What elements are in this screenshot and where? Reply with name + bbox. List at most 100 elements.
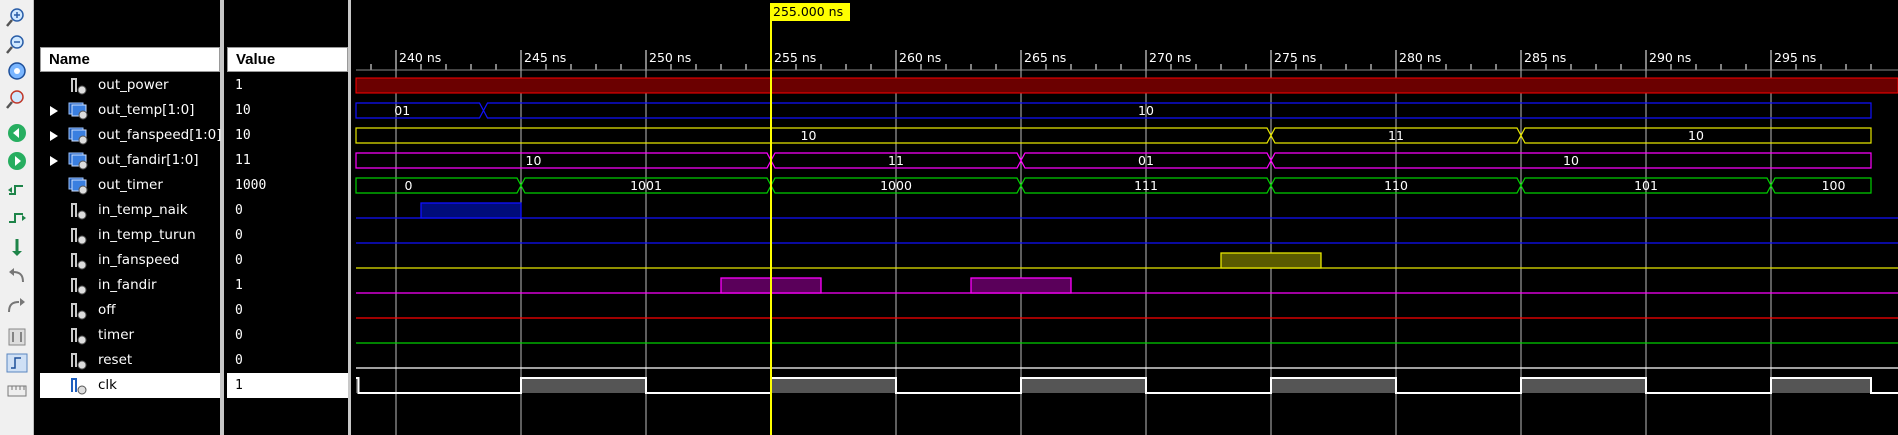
previous-transition-icon[interactable] <box>5 178 29 200</box>
bit-signal-icon <box>68 376 90 395</box>
signal-row[interactable]: clk <box>40 373 220 398</box>
zoom-in-icon[interactable] <box>5 6 29 28</box>
signal-value: 0 <box>235 328 243 343</box>
add-marker-icon[interactable] <box>5 236 29 258</box>
bus-segment <box>355 102 485 119</box>
waveform-canvas[interactable]: 240 ns 245 ns 250 ns 255 ns 260 ns 265 ns 270 … <box>351 0 1898 435</box>
ruler-label: 250 ns <box>649 50 691 65</box>
signal-name: off <box>98 302 116 318</box>
previous-marker-icon[interactable] <box>5 264 29 286</box>
bus-value-label: 0 <box>405 178 413 193</box>
ruler-label: 245 ns <box>524 50 566 65</box>
signal-name: timer <box>98 327 135 343</box>
go-to-start-icon[interactable] <box>5 122 29 144</box>
expand-arrow-icon[interactable] <box>48 123 60 148</box>
signal-row[interactable]: out_timer <box>40 173 220 198</box>
pane-divider[interactable] <box>220 0 224 435</box>
signal-value-pane: Value 1 10 10 11 1000 0 0 0 1 0 0 0 1 <box>224 0 348 435</box>
clock-high-fill <box>521 378 646 393</box>
signal-name: in_fandir <box>98 277 157 293</box>
signal-value: 1000 <box>235 178 267 193</box>
clock-high-fill <box>1271 378 1396 393</box>
name-column-header[interactable]: Name <box>40 47 220 72</box>
signal-row[interactable]: reset <box>40 348 220 373</box>
signal-value: 10 <box>235 128 251 143</box>
bus-segment <box>1770 177 1872 194</box>
bus-segment <box>355 152 772 169</box>
bus-value-label: 101 <box>1634 178 1658 193</box>
next-marker-icon[interactable] <box>5 294 29 316</box>
ruler-label: 275 ns <box>1274 50 1316 65</box>
bit-signal-icon <box>68 251 90 270</box>
bus-segment <box>1270 152 1872 169</box>
signal-value: 0 <box>235 253 243 268</box>
bit-signal-icon <box>68 351 90 370</box>
signal-row[interactable]: in_temp_turun <box>40 223 220 248</box>
bus-value-label: 01 <box>1138 153 1154 168</box>
signal-value: 11 <box>235 153 251 168</box>
signal-value: 0 <box>235 303 243 318</box>
signal-row[interactable]: in_temp_naik <box>40 198 220 223</box>
floating-ruler-icon[interactable] <box>5 380 29 402</box>
waveform-high <box>355 77 1898 94</box>
signal-value: 10 <box>235 103 251 118</box>
bus-value-label: 10 <box>1138 103 1154 118</box>
bus-value-label: 10 <box>526 153 542 168</box>
zoom-out-icon[interactable] <box>5 33 29 55</box>
cursor-time-label: 255.000 ns <box>773 4 843 19</box>
signal-name: reset <box>98 352 133 368</box>
signal-row[interactable]: off <box>40 298 220 323</box>
cursor-time-badge[interactable] <box>770 3 850 21</box>
signal-value: 0 <box>235 353 243 368</box>
bus-value-label: 111 <box>1134 178 1158 193</box>
signal-name-pane: Name out_power out_temp[1:0] out_fanspeed[… <box>34 0 222 435</box>
waveform-pulse <box>1220 252 1322 269</box>
bit-signal-icon <box>68 76 90 95</box>
signal-row[interactable]: in_fandir <box>40 273 220 298</box>
bus-value-label: 10 <box>1563 153 1579 168</box>
ruler-label: 295 ns <box>1774 50 1816 65</box>
ruler-label: 240 ns <box>399 50 441 65</box>
bus-segment <box>355 177 522 194</box>
zoom-full-icon[interactable] <box>5 88 29 110</box>
pane-divider[interactable] <box>348 0 351 435</box>
signal-row[interactable]: out_temp[1:0] <box>40 98 220 123</box>
waveform-pulse <box>970 277 1072 294</box>
ruler-label: 290 ns <box>1649 50 1691 65</box>
clock-high-fill <box>1771 378 1871 393</box>
bus-value-label: 10 <box>801 128 817 143</box>
signal-row[interactable]: out_fandir[1:0] <box>40 148 220 173</box>
clock-high-fill <box>356 378 359 393</box>
bus-value-label: 10 <box>1688 128 1704 143</box>
signal-row[interactable]: in_fanspeed <box>40 248 220 273</box>
swap-cursors-icon[interactable] <box>5 326 29 348</box>
waveform-pane[interactable]: 240 ns 245 ns 250 ns 255 ns 260 ns 265 ns 270 … <box>351 0 1898 435</box>
expand-arrow-icon[interactable] <box>48 148 60 173</box>
signal-name: out_timer <box>98 177 163 193</box>
bus-segment <box>482 102 1872 119</box>
signal-name: out_fandir[1:0] <box>98 152 199 168</box>
signal-value: 1 <box>235 78 243 93</box>
signal-row[interactable]: out_power <box>40 73 220 98</box>
signal-value: 0 <box>235 203 243 218</box>
next-transition-icon[interactable] <box>5 206 29 228</box>
go-to-end-icon[interactable] <box>5 150 29 172</box>
signal-value: 1 <box>227 373 348 398</box>
clock-high-fill <box>1521 378 1646 393</box>
waveform-pulse <box>420 202 522 219</box>
value-column-header[interactable]: Value <box>227 47 348 72</box>
zoom-fit-icon[interactable] <box>5 60 29 82</box>
signal-row[interactable]: out_fanspeed[1:0] <box>40 123 222 148</box>
signal-name: out_fanspeed[1:0] <box>98 127 222 143</box>
ruler-label: 255 ns <box>774 50 816 65</box>
bit-signal-icon <box>68 326 90 345</box>
clock-waveform <box>356 377 1898 394</box>
bus-value-label: 11 <box>888 153 904 168</box>
expand-arrow-icon[interactable] <box>48 98 60 123</box>
ruler-label: 270 ns <box>1149 50 1191 65</box>
bus-segment <box>1520 127 1872 144</box>
signal-row[interactable]: timer <box>40 323 220 348</box>
signal-name: in_fanspeed <box>98 252 180 268</box>
snap-to-transition-icon[interactable] <box>5 352 29 374</box>
ruler-label: 280 ns <box>1399 50 1441 65</box>
